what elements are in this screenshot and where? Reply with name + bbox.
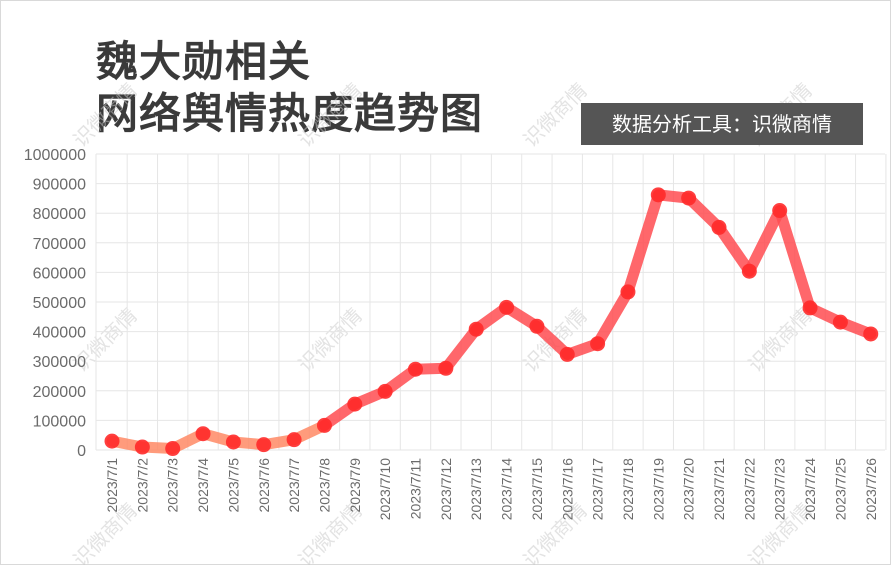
x-tick-label: 2023/7/23 — [772, 458, 788, 520]
chart-title-line-1: 魏大勋相关 — [96, 37, 312, 86]
chart-title: 魏大勋相关 网络舆情热度趋势图 — [96, 36, 483, 140]
x-tick-label: 2023/7/8 — [316, 458, 332, 513]
data-point — [438, 360, 454, 376]
x-tick-label: 2023/7/18 — [620, 458, 636, 520]
data-point — [316, 417, 332, 433]
y-tick-label: 800000 — [33, 206, 86, 223]
watermark-text: 识微商情 — [68, 78, 142, 152]
x-tick-label: 2023/7/15 — [529, 458, 545, 520]
x-tick-label: 2023/7/19 — [650, 458, 666, 520]
x-tick-label: 2023/7/4 — [195, 458, 211, 513]
data-point — [468, 321, 484, 337]
series-line-segment — [440, 323, 482, 374]
chart-title-line-2: 网络舆情热度趋势图 — [96, 89, 484, 138]
x-tick-label: 2023/7/10 — [377, 458, 393, 520]
x-tick-label: 2023/7/12 — [438, 458, 454, 520]
series-line-segment — [743, 205, 786, 277]
x-tick-label: 2023/7/16 — [559, 458, 575, 520]
x-tick-label: 2023/7/14 — [499, 458, 515, 520]
data-point — [741, 263, 757, 279]
y-tick-label: 700000 — [33, 236, 86, 253]
y-tick-label: 400000 — [33, 325, 86, 342]
x-tick-label: 2023/7/22 — [741, 458, 757, 520]
series-line-segment — [774, 205, 816, 314]
data-point — [195, 426, 211, 442]
data-point — [408, 361, 423, 377]
data-point — [286, 432, 302, 448]
data-point — [681, 190, 697, 206]
y-tick-label: 100000 — [33, 413, 86, 430]
data-point — [499, 299, 515, 315]
data-point — [559, 346, 575, 362]
x-tick-label: 2023/7/11 — [408, 458, 424, 519]
x-tick-label: 2023/7/6 — [256, 458, 272, 513]
y-tick-label: 200000 — [33, 384, 86, 401]
x-tick-label: 2023/7/5 — [225, 458, 241, 513]
grid-lines — [95, 153, 887, 451]
x-tick-label: 2023/7/1 — [104, 458, 120, 513]
data-point — [863, 326, 879, 342]
y-axis: 0 100000 200000 300000 400000 500000 600000 700… — [24, 147, 86, 460]
series-line-segment — [713, 221, 755, 277]
x-tick-label: 2023/7/17 — [590, 458, 606, 520]
x-tick-label: 2023/7/13 — [468, 458, 484, 520]
y-tick-label: 0 — [77, 443, 86, 460]
x-tick-label: 2023/7/7 — [286, 458, 302, 513]
data-point — [225, 434, 241, 450]
data-point — [772, 203, 788, 219]
data-point — [832, 314, 848, 330]
watermark-text: 识微商情 — [293, 303, 367, 377]
data-point — [256, 437, 272, 453]
y-tick-label: 900000 — [33, 177, 86, 194]
data-point — [104, 433, 120, 449]
series-line-segment — [622, 189, 664, 298]
data-point — [347, 396, 363, 412]
x-tick-label: 2023/7/24 — [802, 458, 818, 520]
data-point — [650, 187, 666, 203]
data-point — [134, 439, 150, 455]
tool-badge: 数据分析工具：识微商情 — [581, 103, 863, 145]
data-point — [711, 219, 727, 235]
watermark-text: 识微商情 — [293, 78, 367, 152]
series-layer — [104, 187, 879, 457]
data-point — [377, 383, 393, 399]
data-point — [802, 300, 818, 316]
series-line-segment — [592, 286, 634, 350]
data-point — [165, 441, 181, 457]
x-tick-label: 2023/7/21 — [711, 458, 727, 520]
data-point — [620, 284, 636, 300]
x-axis: 2023/7/1 2023/7/2 2023/7/3 2023/7/4 2023/7/5… — [104, 458, 879, 521]
x-tick-label: 2023/7/3 — [165, 458, 181, 513]
y-tick-label: 500000 — [33, 295, 86, 312]
x-tick-label: 2023/7/26 — [863, 458, 879, 520]
watermark-text: 识微商情 — [743, 303, 817, 377]
y-tick-label: 1000000 — [24, 147, 86, 164]
y-tick-label: 600000 — [33, 265, 86, 282]
x-tick-label: 2023/7/25 — [832, 458, 848, 520]
x-tick-label: 2023/7/2 — [134, 458, 150, 513]
x-tick-label: 2023/7/9 — [347, 458, 363, 513]
x-tick-label: 2023/7/20 — [681, 458, 697, 520]
y-tick-label: 300000 — [33, 354, 86, 371]
data-point — [529, 318, 545, 334]
data-point — [590, 336, 606, 352]
